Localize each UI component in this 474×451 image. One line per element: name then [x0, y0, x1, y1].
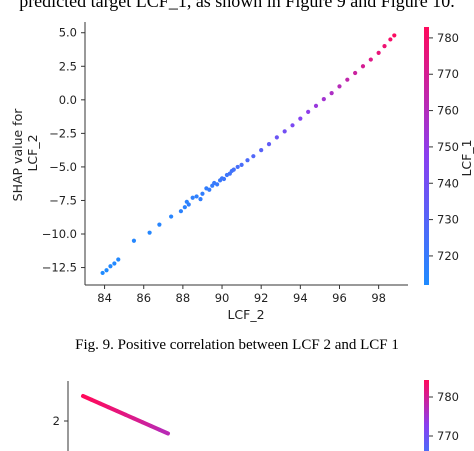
data-point — [306, 109, 311, 115]
x-tick-label: 88 — [176, 291, 191, 305]
x-tick-label: 98 — [371, 291, 386, 305]
y-tick-label: −10.0 — [42, 227, 77, 241]
data-point — [329, 91, 334, 96]
data-point — [388, 37, 393, 42]
colorbar-tick-label: 750 — [437, 140, 459, 154]
colorbar-ticks: 780 770 — [429, 390, 459, 443]
data-point — [200, 191, 205, 196]
colorbar-tick-label: 720 — [437, 249, 459, 263]
data-point — [116, 257, 121, 262]
y-tick-label: −5.0 — [49, 160, 77, 174]
data-point — [266, 142, 272, 147]
data-point — [182, 205, 187, 210]
data-point — [112, 261, 117, 266]
y-tick-label: 2 — [53, 414, 60, 428]
data-point — [235, 164, 240, 170]
data-point — [382, 44, 387, 49]
data-point — [290, 123, 295, 128]
colorbar — [424, 27, 429, 285]
colorbar-tick-label: 730 — [437, 213, 459, 227]
data-point — [368, 57, 373, 62]
figure-10-plot-partial: 2 780 770 — [53, 380, 459, 451]
data-point — [207, 187, 212, 192]
y-tick-label: 2.5 — [59, 59, 77, 73]
data-point — [186, 202, 191, 207]
data-point — [221, 176, 227, 182]
data-point — [345, 77, 350, 82]
data-point — [104, 268, 109, 273]
data-point — [239, 162, 244, 168]
data-point — [131, 238, 137, 243]
data-point — [194, 194, 199, 199]
colorbar-tick-label: 770 — [437, 429, 459, 443]
preceding-body-text: predicted target LCF_1, as shown in Figu… — [19, 0, 455, 11]
data-point — [392, 33, 397, 38]
scatter-points — [81, 394, 170, 436]
y-tick-label: −12.5 — [42, 261, 77, 275]
x-tick-label: 96 — [332, 291, 347, 305]
colorbar-tick-label: 770 — [437, 67, 459, 81]
data-point — [321, 97, 326, 102]
data-point-segment — [157, 427, 170, 436]
x-axis-ticks: 84 86 88 90 92 94 96 98 — [97, 285, 386, 305]
colorbar-tick-label: 740 — [437, 176, 459, 190]
colorbar-tick-label: 760 — [437, 104, 459, 118]
data-point — [215, 182, 220, 187]
data-point — [376, 50, 381, 55]
data-point — [282, 129, 287, 134]
data-point — [198, 197, 203, 202]
data-point — [108, 264, 113, 269]
y-tick-label: 0.0 — [59, 93, 77, 107]
y-tick-label: −2.5 — [49, 126, 77, 140]
x-tick-label: 90 — [215, 291, 230, 305]
colorbar-ticks: 780 770 760 750 740 730 720 — [429, 31, 459, 263]
colorbar-tick-label: 780 — [437, 31, 459, 45]
data-point — [178, 209, 184, 214]
x-tick-label: 92 — [254, 291, 269, 305]
data-point — [313, 103, 319, 108]
y-axis-label: SHAP value for LCF_2 — [10, 105, 40, 202]
data-point — [259, 148, 264, 153]
data-point — [190, 195, 195, 200]
data-point — [251, 154, 256, 159]
x-axis-label: LCF_2 — [227, 307, 264, 322]
x-tick-label: 94 — [293, 291, 308, 305]
y-axis-ticks: 5.0 2.5 0.0 −2.5 −5.0 −7.5 −10.0 −12.5 — [42, 26, 85, 275]
figure-9-caption: Fig. 9. Positive correlation between LCF… — [75, 337, 399, 353]
data-point — [147, 230, 152, 235]
data-point — [157, 222, 162, 227]
y-tick-label: −7.5 — [49, 193, 77, 207]
y-axis-ticks: 2 — [53, 414, 68, 428]
scatter-points — [100, 33, 397, 276]
data-point — [245, 158, 250, 163]
y-tick-label: 5.0 — [59, 26, 77, 40]
data-point — [298, 116, 303, 121]
x-tick-label: 86 — [136, 291, 151, 305]
data-point — [231, 167, 236, 172]
data-point — [337, 84, 342, 89]
figure-9-plot: 5.0 2.5 0.0 −2.5 −5.0 −7.5 −10.0 −12.5 84 86 88 90… — [10, 22, 474, 322]
data-point — [100, 270, 105, 276]
x-tick-label: 84 — [97, 291, 112, 305]
colorbar-tick-label: 780 — [437, 390, 459, 404]
data-point — [360, 64, 366, 69]
data-point — [274, 135, 279, 140]
data-point — [169, 214, 174, 219]
colorbar — [424, 380, 429, 451]
colorbar-label: LCF_1 — [459, 139, 474, 176]
data-point — [353, 70, 358, 76]
